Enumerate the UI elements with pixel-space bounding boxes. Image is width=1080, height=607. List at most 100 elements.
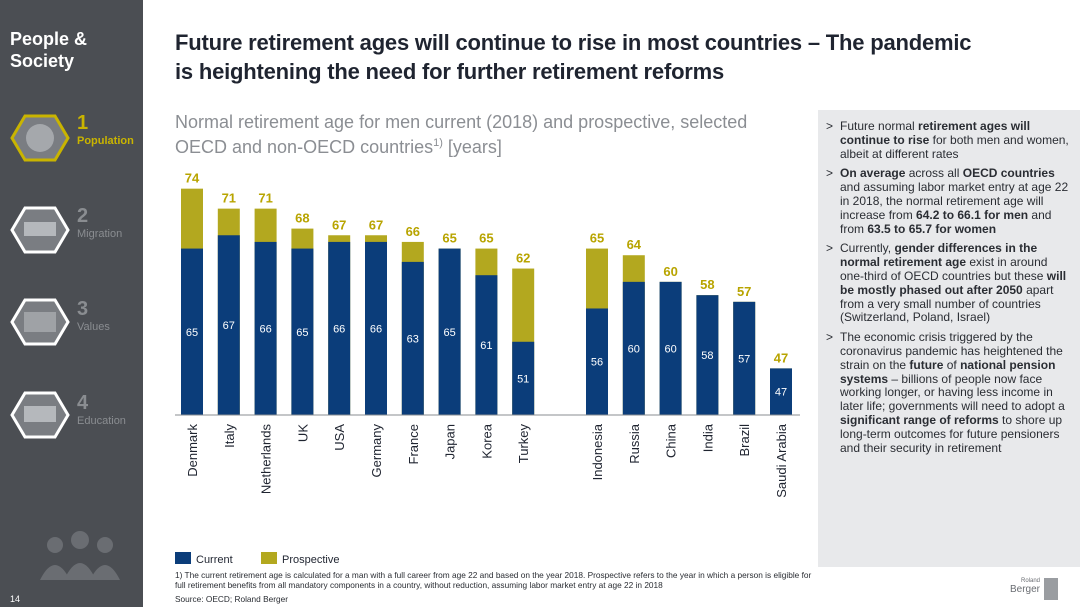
bar-current <box>181 248 203 415</box>
nav-number: 4 <box>77 392 89 414</box>
nav-item: 4 Education <box>77 392 126 427</box>
subtitle-note: 1) <box>433 137 443 149</box>
value-label-prospective: 67 <box>369 217 383 232</box>
people-icon <box>40 531 120 580</box>
bar-current <box>586 308 608 415</box>
value-label-current: 60 <box>664 343 676 355</box>
x-tick-label: Korea <box>479 423 494 458</box>
nav-item: 3 Values <box>77 298 110 333</box>
value-label-current: 57 <box>738 353 750 365</box>
bullet-marker: > <box>826 330 834 345</box>
icon-education <box>10 391 70 439</box>
slide-title: Future retirement ages will continue to … <box>175 30 972 84</box>
value-label-current: 47 <box>775 387 787 399</box>
bar-current <box>438 248 461 415</box>
sidebar: People & Society 14 1 Population 2 Migratio… <box>0 0 143 607</box>
unit: [years] <box>447 137 502 157</box>
value-label-current: 51 <box>517 373 529 385</box>
bullet-list: > Future normal retirement ages will cont… <box>818 110 1080 455</box>
x-tick-label: USA <box>332 424 347 451</box>
value-label-prospective: 68 <box>295 211 309 226</box>
value-label-prospective: 66 <box>406 224 420 239</box>
x-tick-label: Italy <box>222 424 237 448</box>
nav-label: Migration <box>77 228 123 240</box>
logo-bottom: Berger <box>1010 584 1041 595</box>
nav-item: 1 Population <box>77 112 134 147</box>
text-run: OECD countries <box>962 166 1055 181</box>
x-tick-label: France <box>406 424 421 464</box>
subtitle-text: Normal retirement age for men current (2… <box>175 112 748 157</box>
value-label-prospective: 71 <box>258 191 272 206</box>
value-label-prospective: 71 <box>222 191 236 206</box>
text-panel: > Future normal retirement ages will cont… <box>818 110 1080 567</box>
footnote: 1) The current retirement age is calcula… <box>175 570 812 590</box>
value-label-current: 60 <box>628 343 640 355</box>
bullet: > Future normal retirement ages will cont… <box>826 119 1072 161</box>
icon-migration <box>10 206 70 254</box>
text-run: Currently, <box>840 241 895 256</box>
value-label-current: 56 <box>591 357 603 369</box>
value-label-prospective: 65 <box>479 231 493 246</box>
nav-number: 1 <box>77 112 89 134</box>
legend-label: Current <box>196 554 233 566</box>
x-tick-label: Japan <box>443 424 458 459</box>
x-tick-label: Brazil <box>737 424 752 457</box>
bar-current <box>365 241 387 415</box>
text-run: – billions of people now face working lo… <box>840 371 1065 414</box>
value-label-current: 58 <box>701 350 713 362</box>
text-run: future <box>909 357 944 372</box>
x-tick-label: Indonesia <box>590 423 605 480</box>
text-run: retirement ages will continue to rise <box>840 119 1031 147</box>
x-tick-label: Turkey <box>516 424 531 464</box>
value-label-current: 65 <box>443 327 455 339</box>
bullet-marker: > <box>826 119 834 133</box>
text-run: apart from a very small number of countr… <box>840 282 1054 325</box>
value-label-prospective: 58 <box>700 277 714 292</box>
value-label-prospective: 60 <box>663 264 677 279</box>
bullet: > On average across all OECD countries an… <box>826 166 1072 236</box>
bar-current <box>291 248 314 415</box>
text-run: Future normal <box>840 119 919 133</box>
text-run: and from <box>840 207 1052 236</box>
bar-current <box>254 241 277 415</box>
bullet-text: The economic crisis triggered by the cor… <box>840 330 1072 455</box>
text-run: of <box>943 357 961 372</box>
icon-population <box>10 114 70 162</box>
bullet-text: Future normal retirement ages will conti… <box>840 119 1072 161</box>
bar-current <box>328 241 351 415</box>
text-run: On average <box>840 166 906 181</box>
logo-mark <box>1044 578 1058 600</box>
bar-current <box>696 295 719 415</box>
sidebar-icons <box>10 114 120 580</box>
value-label-current: 66 <box>333 323 345 335</box>
x-tick-label: Denmark <box>185 424 200 477</box>
sidebar-heading: People & Society <box>10 29 88 71</box>
value-label-prospective: 57 <box>737 284 751 299</box>
bullet: > The economic crisis triggered by the co… <box>826 330 1072 455</box>
bar-current <box>622 281 645 415</box>
nav-number: 2 <box>77 205 89 227</box>
value-label-prospective: 74 <box>185 171 200 186</box>
text-run: and assuming labor market entry at age 2… <box>840 180 1069 222</box>
text-run: national pension systems <box>840 357 1056 386</box>
value-label-prospective: 47 <box>774 350 788 365</box>
x-tick-label: Saudi Arabia <box>774 423 789 497</box>
x-tick-label: Russia <box>627 423 642 464</box>
nav-label: Education <box>77 415 126 427</box>
legend-swatch <box>261 552 277 564</box>
value-label-current: 66 <box>259 323 271 335</box>
text-run: to shore up long-term outcomes for futur… <box>840 412 1063 455</box>
value-label-current: 66 <box>370 323 382 335</box>
bullet-text: On average across all OECD countries and… <box>840 166 1072 236</box>
nav-label: Values <box>77 321 110 333</box>
bar-current <box>733 301 756 415</box>
page-number: 14 <box>10 594 21 604</box>
bullet-marker: > <box>826 241 834 256</box>
bullet: > Currently, gender differences in the no… <box>826 241 1072 325</box>
chart: 74 65 Denmark 71 67 Italy 71 66 Netherlands 68 65 U… <box>175 171 800 566</box>
value-label-prospective: 62 <box>516 251 530 266</box>
x-tick-label: China <box>664 423 679 458</box>
text-run: gender differences in the normal retirem… <box>840 241 1038 270</box>
nav-item: 2 Migration <box>77 205 122 240</box>
